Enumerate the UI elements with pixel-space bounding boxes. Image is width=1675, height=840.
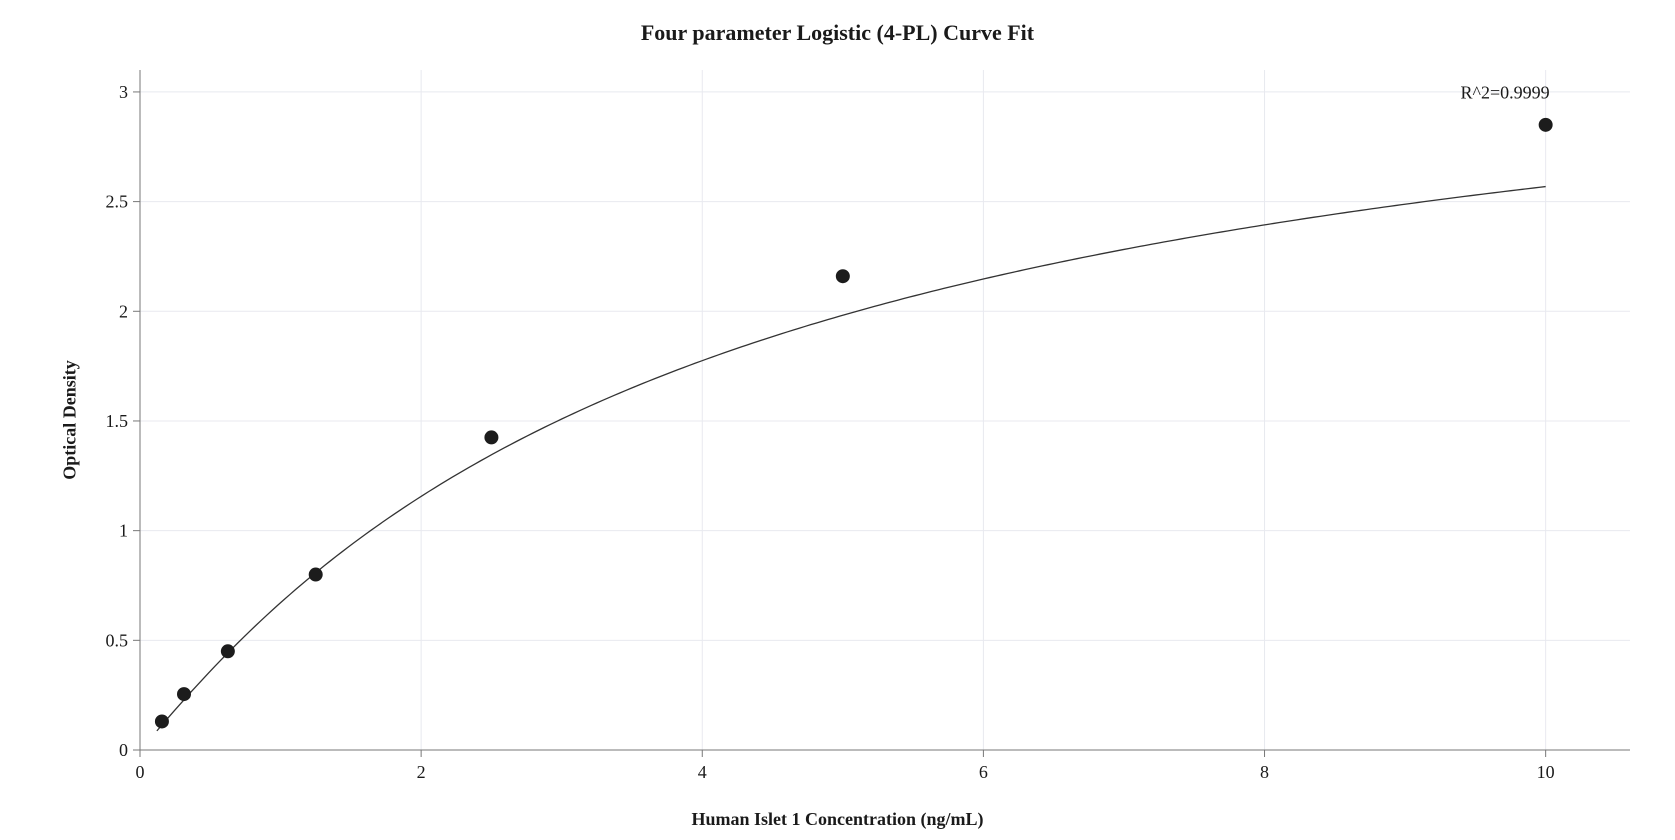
data-point [485, 431, 498, 444]
x-tick-label: 4 [698, 762, 707, 782]
x-tick-label: 6 [979, 762, 988, 782]
y-tick-label: 0 [119, 740, 128, 760]
x-tick-label: 10 [1537, 762, 1555, 782]
data-point [155, 715, 168, 728]
y-tick-label: 3 [119, 82, 128, 102]
data-point [177, 688, 190, 701]
data-point [1539, 118, 1552, 131]
r-squared-annotation: R^2=0.9999 [1461, 83, 1550, 103]
x-tick-label: 8 [1260, 762, 1269, 782]
data-point [309, 568, 322, 581]
y-tick-label: 0.5 [106, 630, 129, 650]
data-point [221, 645, 234, 658]
y-tick-label: 1 [119, 521, 128, 541]
x-tick-label: 2 [417, 762, 426, 782]
y-tick-label: 1.5 [106, 411, 129, 431]
data-point [836, 270, 849, 283]
x-tick-label: 0 [136, 762, 145, 782]
fit-curve [157, 187, 1546, 731]
y-tick-label: 2 [119, 301, 128, 321]
chart-container: Four parameter Logistic (4-PL) Curve Fit… [0, 0, 1675, 840]
plot-svg: 0 2 4 6 8 10 0 0.5 1 1.5 2 2.5 3 R^2=0.9999 [0, 0, 1675, 840]
y-tick-label: 2.5 [106, 192, 129, 212]
